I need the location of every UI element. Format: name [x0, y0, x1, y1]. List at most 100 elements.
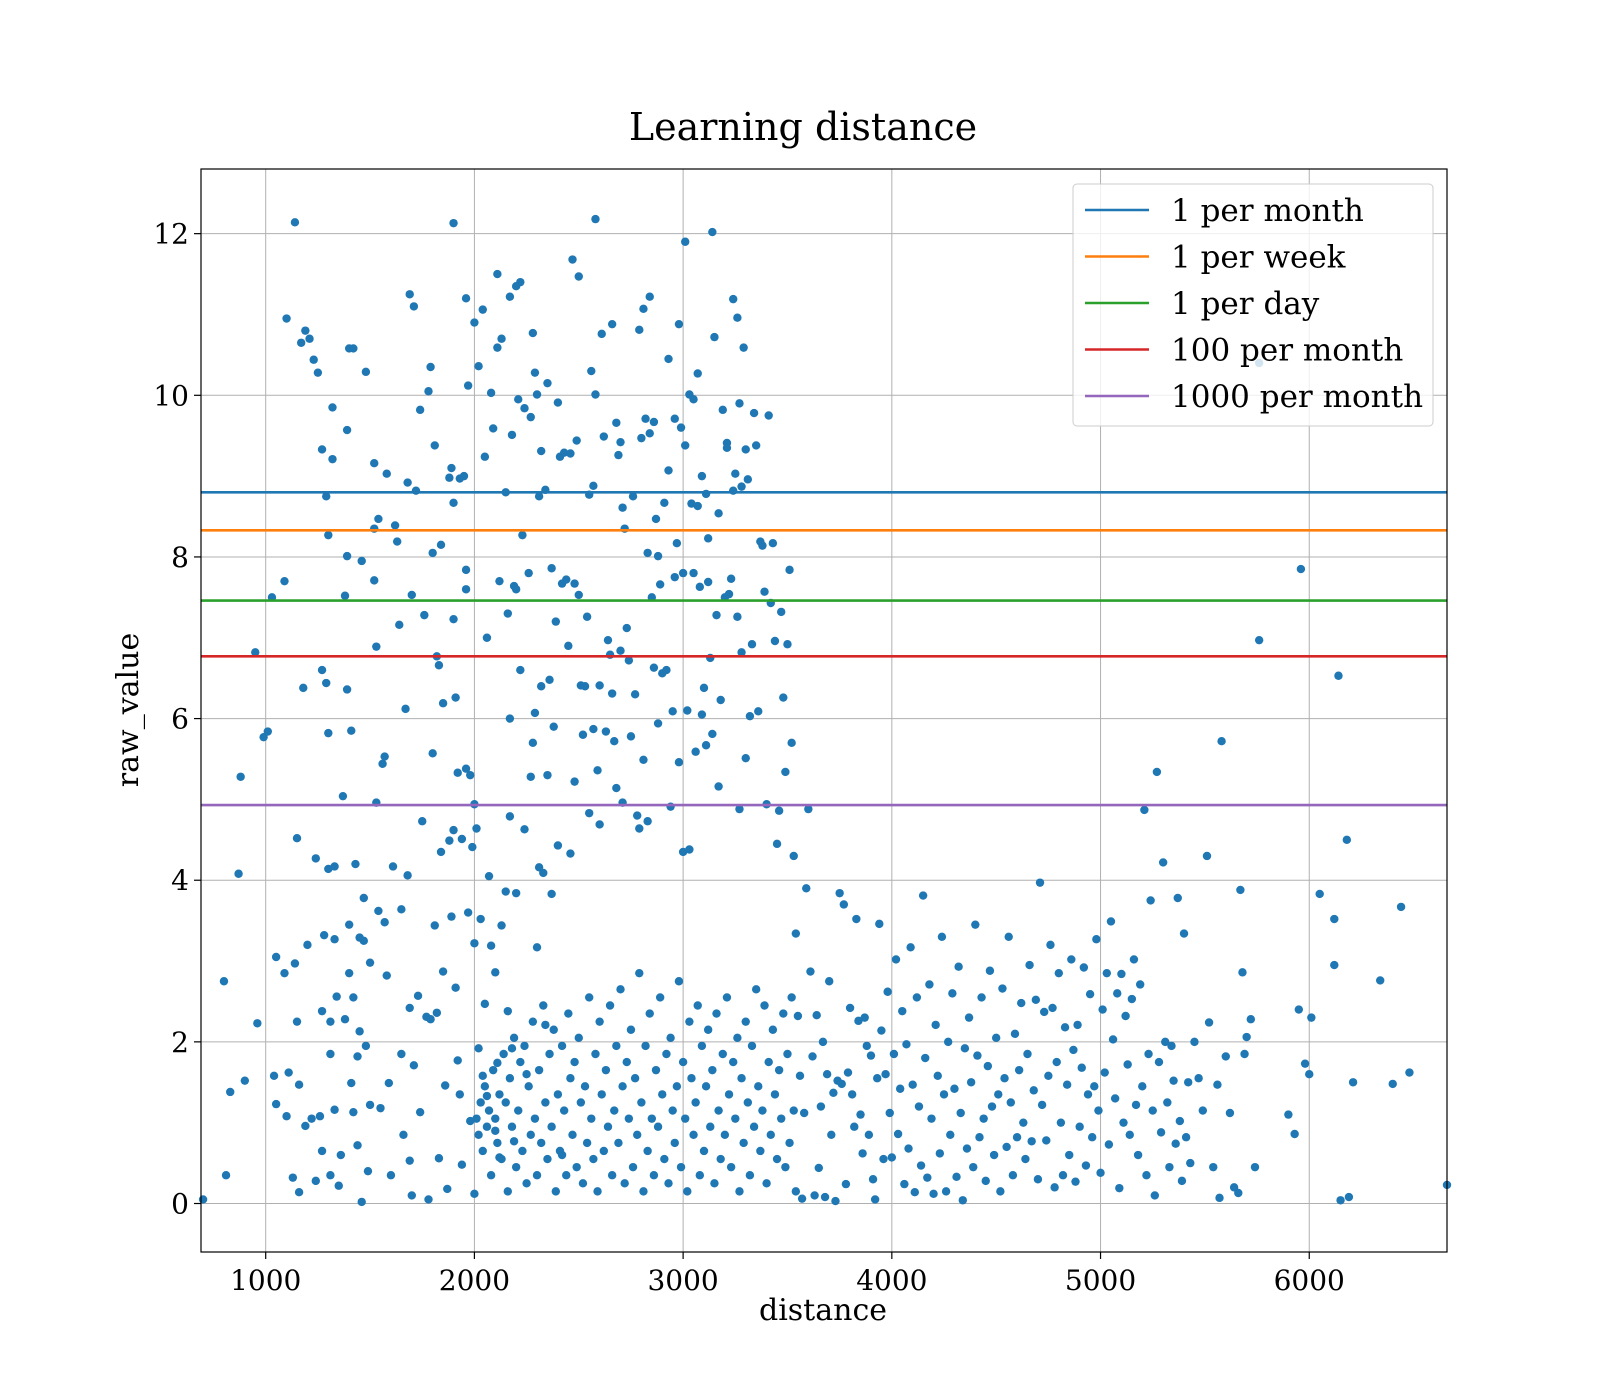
data-point — [703, 1025, 713, 1034]
data-point — [612, 1041, 621, 1051]
data-point — [1140, 805, 1149, 815]
data-point — [284, 1068, 293, 1077]
data-point — [603, 635, 613, 645]
data-point — [685, 845, 694, 854]
data-point — [787, 738, 796, 748]
data-point — [852, 914, 861, 924]
data-point — [347, 1078, 356, 1088]
data-point — [357, 1197, 366, 1207]
data-point — [737, 648, 746, 657]
data-point — [708, 1065, 717, 1075]
data-point — [799, 1108, 809, 1118]
data-point — [226, 1087, 235, 1097]
data-point — [643, 817, 652, 826]
data-point — [591, 390, 600, 399]
data-point — [674, 977, 684, 986]
data-point — [378, 759, 387, 769]
data-point — [770, 1090, 780, 1099]
data-point — [605, 650, 615, 659]
data-point — [342, 425, 352, 435]
data-point — [1042, 1136, 1051, 1145]
data-point — [943, 1037, 953, 1047]
data-point — [1048, 1003, 1057, 1013]
data-point — [639, 304, 648, 314]
data-point — [370, 524, 379, 533]
data-point — [342, 685, 352, 694]
data-point — [570, 579, 579, 588]
data-point — [311, 1176, 320, 1186]
data-point — [271, 952, 281, 962]
data-point — [376, 1103, 385, 1113]
legend-label: 1 per month — [1171, 193, 1364, 229]
data-point — [449, 825, 458, 835]
data-point — [733, 1033, 742, 1043]
data-point — [1129, 955, 1139, 964]
data-point — [451, 983, 460, 992]
data-point — [737, 482, 746, 491]
data-point — [1000, 1074, 1009, 1083]
data-point — [511, 585, 521, 594]
data-point — [779, 693, 788, 702]
data-point — [766, 1130, 775, 1140]
data-point — [562, 575, 571, 584]
data-point — [518, 530, 527, 540]
data-point — [693, 1001, 702, 1010]
data-point — [1125, 1130, 1134, 1140]
data-point — [1215, 1193, 1224, 1203]
data-point — [365, 1100, 375, 1110]
data-point — [731, 1114, 740, 1123]
data-point — [785, 565, 794, 575]
data-point — [935, 1149, 945, 1158]
data-point — [1033, 1175, 1043, 1184]
data-point — [461, 565, 471, 575]
data-point — [793, 1011, 803, 1021]
data-point — [1065, 1150, 1074, 1160]
data-point — [653, 551, 663, 561]
data-point — [476, 914, 485, 924]
data-point — [1181, 1133, 1191, 1142]
data-point — [330, 935, 339, 944]
y-tick-label: 8 — [171, 541, 189, 574]
data-point — [1108, 1035, 1118, 1044]
data-point — [539, 868, 548, 878]
data-point — [1096, 1168, 1105, 1177]
data-point — [1225, 1108, 1235, 1118]
data-point — [914, 1102, 924, 1111]
data-point — [941, 1187, 951, 1196]
data-point — [413, 991, 423, 1000]
data-point — [739, 343, 748, 352]
data-point — [1035, 878, 1045, 887]
threshold-lines — [201, 490, 1447, 807]
chart-title: Learning distance — [629, 105, 977, 149]
data-point — [480, 452, 490, 461]
data-point — [672, 539, 682, 548]
data-point — [1150, 1191, 1160, 1200]
data-point — [1376, 976, 1385, 985]
data-point — [447, 912, 456, 921]
data-point — [292, 1017, 302, 1026]
data-point — [1194, 1074, 1203, 1083]
data-point — [384, 1078, 394, 1088]
data-point — [589, 481, 598, 491]
data-point — [1396, 902, 1406, 912]
data-point — [839, 900, 849, 909]
data-point — [1121, 1011, 1130, 1021]
data-point — [324, 728, 333, 738]
data-point — [676, 1162, 686, 1172]
data-point — [898, 1006, 907, 1016]
data-point — [251, 648, 260, 657]
data-point — [1060, 1023, 1070, 1032]
data-point — [447, 463, 456, 473]
data-point — [1062, 1080, 1072, 1089]
data-point — [549, 1025, 558, 1034]
data-point — [745, 711, 755, 721]
data-point — [831, 1196, 840, 1206]
y-axis-label: raw_value — [111, 633, 146, 787]
data-point — [1094, 1106, 1103, 1115]
data-point — [655, 580, 665, 589]
data-point — [478, 1146, 487, 1156]
data-point — [1092, 935, 1101, 944]
data-point — [432, 1008, 442, 1017]
legend: 1 per month 1 per week 1 per day 100 per mo… — [1072, 183, 1434, 427]
data-point — [516, 277, 525, 287]
